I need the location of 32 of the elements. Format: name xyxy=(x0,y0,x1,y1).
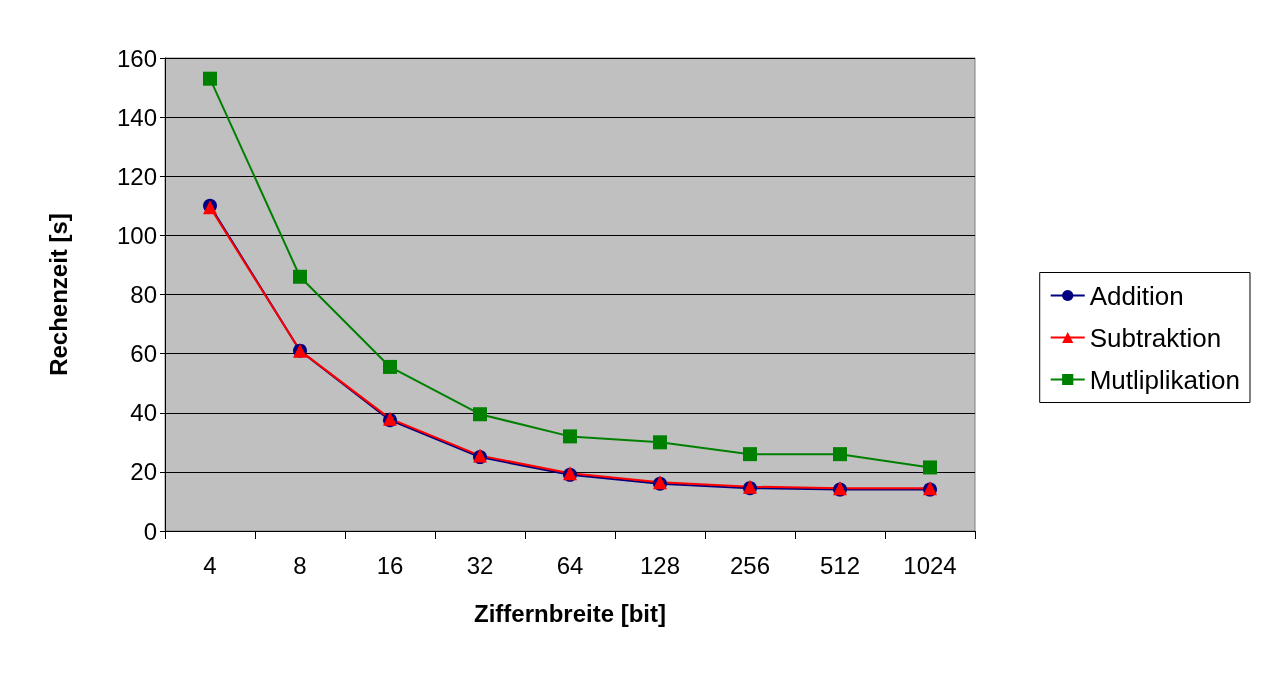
x-axis-title: Ziffernbreite [bit] xyxy=(474,599,666,627)
x-tick-label: 4 xyxy=(203,551,217,579)
point xyxy=(653,435,667,450)
point xyxy=(293,269,307,284)
point xyxy=(383,359,397,374)
point xyxy=(473,407,487,422)
x-tick-label: 1024 xyxy=(903,551,957,579)
point xyxy=(203,71,217,86)
x-tick-label: 256 xyxy=(729,551,771,579)
y-tick-label: 160 xyxy=(116,44,157,72)
y-tick-label: 120 xyxy=(116,162,157,190)
point xyxy=(833,447,847,462)
y-tick-label: 140 xyxy=(116,103,157,131)
legend-label: Subtraktion xyxy=(1089,322,1222,353)
y-axis-title: Rechenzeit [s] xyxy=(44,213,72,376)
y-tick-label: 20 xyxy=(130,458,157,486)
x-tick-label: 64 xyxy=(556,551,584,579)
x-tick-label: 16 xyxy=(376,551,404,579)
x-tick-label: 128 xyxy=(639,551,681,579)
legend-label: Mutliplikation xyxy=(1089,364,1241,395)
x-tick-label: 8 xyxy=(293,551,307,579)
y-tick-label: 80 xyxy=(130,281,157,308)
y-tick-label: 100 xyxy=(116,221,157,249)
x-tick-label: 512 xyxy=(819,551,861,579)
x-tick-label: 32 xyxy=(466,551,494,579)
y-tick-label: 0 xyxy=(143,517,157,545)
y-tick-label: 60 xyxy=(130,340,157,368)
point xyxy=(923,460,937,475)
point xyxy=(563,429,577,444)
y-tick-label: 40 xyxy=(130,399,157,427)
point xyxy=(743,447,757,462)
legend-label: Addition xyxy=(1089,280,1184,311)
